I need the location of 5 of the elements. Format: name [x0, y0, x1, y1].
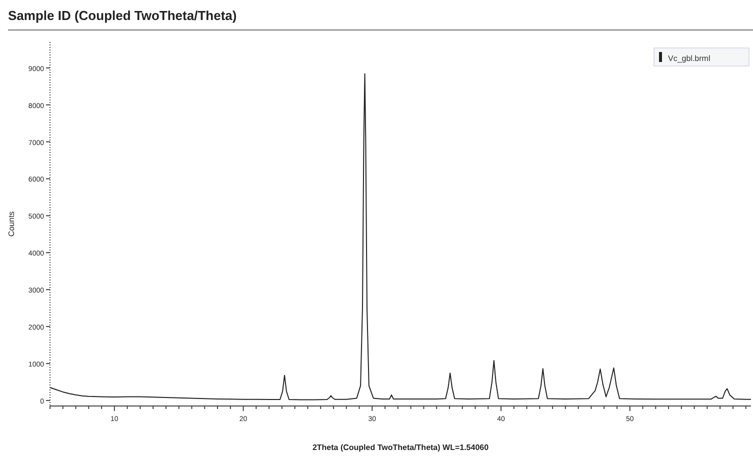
y-axis-title: Counts: [7, 211, 16, 237]
line-series: [50, 73, 752, 400]
legend-label: Vc_gbl.brml: [668, 54, 710, 63]
x-axis-title: 2Theta (Coupled TwoTheta/Theta) WL=1.54060: [312, 443, 490, 452]
chart-title: Sample ID (Coupled TwoTheta/Theta): [8, 8, 237, 23]
